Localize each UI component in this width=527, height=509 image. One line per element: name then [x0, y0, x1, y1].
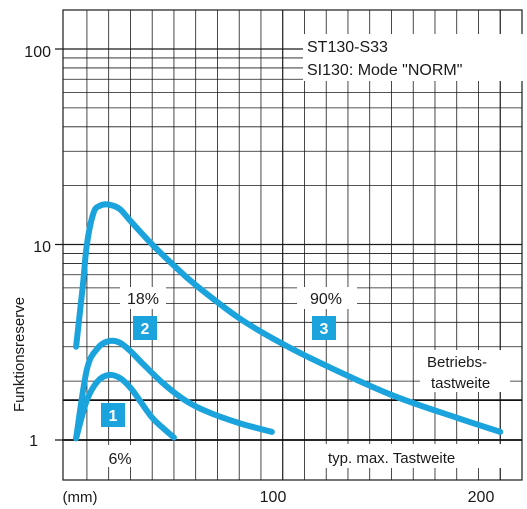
series-badge-3-text: 3 — [320, 321, 329, 338]
x-tick-label-200: 200 — [468, 489, 495, 506]
y-tick-label-1: 1 — [29, 433, 38, 450]
reflectance-label-18: 18% — [127, 291, 159, 308]
reflectance-backdrop-18 — [120, 287, 166, 309]
reflectance-backdrop-6 — [100, 445, 140, 467]
reference-lines — [63, 399, 522, 441]
series-badge-2-text: 2 — [141, 321, 150, 338]
y-tick-label-100: 100 — [24, 44, 51, 61]
series-line-2 — [73, 337, 275, 442]
title-backdrop — [303, 34, 525, 81]
ref-label-backdrop-betriebs — [420, 350, 510, 392]
series-badge-1 — [101, 403, 125, 427]
labels: ST130-S33 SI130: Mode "NORM" Funktionsre… — [11, 34, 525, 506]
curves — [73, 201, 504, 442]
series-line-3 — [73, 201, 504, 435]
y-axis-label: Funktionsreserve — [11, 297, 28, 412]
series-badge-2 — [133, 316, 157, 340]
reflectance-backdrop-90 — [297, 287, 357, 309]
chart-title-line-2: SI130: Mode "NORM" — [307, 62, 462, 79]
x-unit-label: (mm) — [63, 489, 98, 506]
reflectance-label-6: 6% — [108, 451, 131, 468]
series-badge-3 — [312, 316, 336, 340]
series-line-1 — [73, 371, 177, 442]
ref-label-backdrop-max — [320, 444, 512, 468]
series-badge-1-text: 1 — [109, 408, 118, 425]
ref-label-betriebs-line-1: Betriebs- — [427, 354, 487, 371]
x-tick-label-100: 100 — [260, 489, 287, 506]
reflectance-label-90: 90% — [310, 291, 342, 308]
y-tick-label-10: 10 — [33, 239, 51, 256]
ref-label-betriebs-line-2: tastweite — [431, 375, 490, 392]
ref-label-max-tastweite: typ. max. Tastweite — [328, 450, 455, 467]
chart-title-line-1: ST130-S33 — [307, 39, 388, 56]
